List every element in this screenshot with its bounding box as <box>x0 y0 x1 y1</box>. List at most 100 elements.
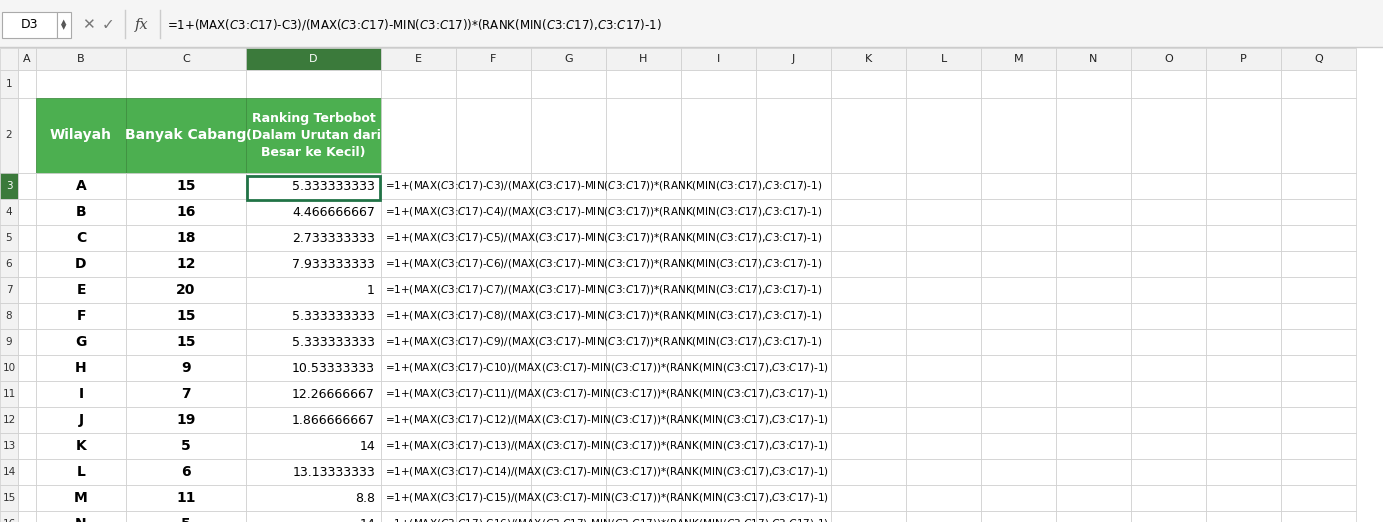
Text: 16: 16 <box>176 205 195 219</box>
Text: D3: D3 <box>21 18 39 31</box>
Bar <box>380 329 456 355</box>
Bar <box>126 459 246 485</box>
Bar <box>126 173 246 199</box>
Bar <box>906 48 981 70</box>
Bar <box>606 485 680 511</box>
Bar <box>1206 48 1281 70</box>
Text: K: K <box>864 54 873 64</box>
Bar <box>906 381 981 407</box>
Bar <box>18 303 36 329</box>
Bar <box>1281 355 1355 381</box>
Bar <box>246 511 380 522</box>
Bar <box>36 511 126 522</box>
Bar <box>1057 303 1131 329</box>
Text: =1+(MAX($C$3:$C$17)-C5)/(MAX($C$3:$C$17)-MIN($C$3:$C$17))*(RANK(MIN($C$3:$C$17),: =1+(MAX($C$3:$C$17)-C5)/(MAX($C$3:$C$17)… <box>384 231 822 244</box>
Bar <box>36 433 126 459</box>
Text: 19: 19 <box>176 413 195 427</box>
Bar <box>126 251 246 277</box>
Bar <box>981 173 1057 199</box>
Text: 9: 9 <box>6 337 12 347</box>
Bar <box>1057 173 1131 199</box>
Bar <box>606 70 680 98</box>
Bar <box>757 70 831 98</box>
Text: 7.933333333: 7.933333333 <box>292 257 375 270</box>
Bar <box>680 433 757 459</box>
Bar <box>606 511 680 522</box>
Bar <box>246 251 380 277</box>
Text: 6: 6 <box>181 465 191 479</box>
Bar <box>531 381 606 407</box>
Bar <box>1057 381 1131 407</box>
Bar <box>757 407 831 433</box>
Bar <box>246 98 380 173</box>
Bar <box>456 277 531 303</box>
Bar <box>246 485 380 511</box>
Bar <box>1206 173 1281 199</box>
Bar <box>531 277 606 303</box>
Bar <box>1131 459 1206 485</box>
Text: 5.333333333: 5.333333333 <box>292 310 375 323</box>
Bar <box>1131 173 1206 199</box>
Text: 5: 5 <box>181 517 191 522</box>
Bar <box>831 329 906 355</box>
Bar <box>606 381 680 407</box>
Bar <box>906 485 981 511</box>
Bar <box>0 381 18 407</box>
Bar <box>606 173 680 199</box>
Bar <box>246 70 380 98</box>
Bar <box>1281 70 1355 98</box>
Bar <box>606 98 680 173</box>
Bar <box>0 277 18 303</box>
Text: 5: 5 <box>181 439 191 453</box>
Text: O: O <box>1164 54 1173 64</box>
Text: 13: 13 <box>3 441 15 451</box>
Bar <box>831 70 906 98</box>
Bar <box>831 199 906 225</box>
Text: Banyak Cabang: Banyak Cabang <box>126 128 246 143</box>
Text: 14: 14 <box>3 467 15 477</box>
Bar <box>1131 329 1206 355</box>
Bar <box>18 225 36 251</box>
Bar <box>456 48 531 70</box>
Bar <box>531 199 606 225</box>
Bar <box>380 355 456 381</box>
Text: M: M <box>75 491 89 505</box>
Text: G: G <box>564 54 573 64</box>
Text: 6: 6 <box>6 259 12 269</box>
Bar <box>680 70 757 98</box>
Bar <box>18 70 36 98</box>
Bar <box>18 433 36 459</box>
Bar <box>1281 225 1355 251</box>
Text: =1+(MAX($C$3:$C$17)-C11)/(MAX($C$3:$C$17)-MIN($C$3:$C$17))*(RANK(MIN($C$3:$C$17): =1+(MAX($C$3:$C$17)-C11)/(MAX($C$3:$C$17… <box>384 387 828 400</box>
Text: 2.733333333: 2.733333333 <box>292 231 375 244</box>
Bar <box>18 173 36 199</box>
Text: 15: 15 <box>176 179 196 193</box>
Bar <box>757 225 831 251</box>
Text: =1+(MAX($C$3:$C$17)-C3)/(MAX($C$3:$C$17)-MIN($C$3:$C$17))*(RANK(MIN($C$3:$C$17),: =1+(MAX($C$3:$C$17)-C3)/(MAX($C$3:$C$17)… <box>167 18 662 32</box>
Text: Wilayah: Wilayah <box>50 128 112 143</box>
Bar <box>126 277 246 303</box>
Bar <box>531 48 606 70</box>
Bar <box>380 407 456 433</box>
Bar <box>981 70 1057 98</box>
Text: B: B <box>76 205 86 219</box>
Text: =1+(MAX($C$3:$C$17)-C9)/(MAX($C$3:$C$17)-MIN($C$3:$C$17))*(RANK(MIN($C$3:$C$17),: =1+(MAX($C$3:$C$17)-C9)/(MAX($C$3:$C$17)… <box>384 336 822 349</box>
Bar <box>380 98 456 173</box>
Bar <box>606 251 680 277</box>
Bar <box>1281 381 1355 407</box>
Bar <box>1281 251 1355 277</box>
Bar <box>456 381 531 407</box>
Bar <box>1206 329 1281 355</box>
Bar <box>380 381 456 407</box>
Bar <box>18 355 36 381</box>
Text: =1+(MAX($C$3:$C$17)-C7)/(MAX($C$3:$C$17)-MIN($C$3:$C$17))*(RANK(MIN($C$3:$C$17),: =1+(MAX($C$3:$C$17)-C7)/(MAX($C$3:$C$17)… <box>384 283 822 296</box>
Bar <box>757 98 831 173</box>
Bar <box>757 277 831 303</box>
Text: 8.8: 8.8 <box>355 492 375 504</box>
Bar <box>981 303 1057 329</box>
Bar <box>36 70 126 98</box>
Bar <box>981 98 1057 173</box>
Bar <box>0 459 18 485</box>
Bar <box>1206 459 1281 485</box>
Bar <box>456 173 531 199</box>
